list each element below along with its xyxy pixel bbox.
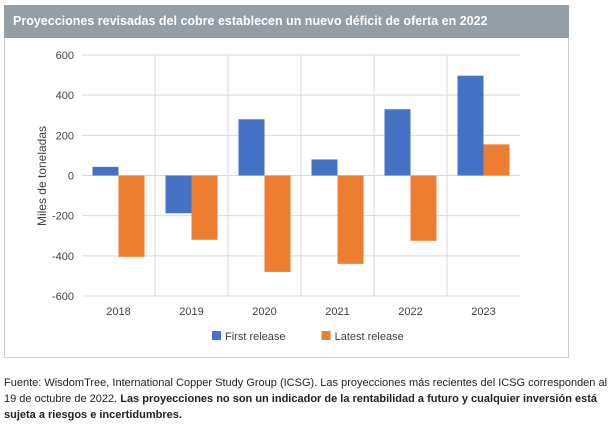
bar-first-release-2018	[92, 166, 119, 176]
footnote-disclaimer: Las proyecciones no son un indicador de …	[4, 393, 597, 421]
footnote-source: Fuente: WisdomTree, International Copper…	[4, 377, 608, 405]
x-axis-ticks: 2018 2019 2020 2021 2022 2023	[106, 306, 495, 318]
y-tick-label: 400	[56, 90, 74, 102]
bar-first-release-2022	[384, 109, 411, 176]
bar-first-release-2023	[457, 75, 484, 176]
bar-latest-release-2023	[483, 144, 510, 176]
bars	[92, 75, 510, 272]
bar-first-release-2019	[165, 175, 192, 214]
legend-swatch	[212, 331, 221, 340]
x-tick-label: 2023	[471, 306, 495, 318]
legend-swatch	[321, 331, 331, 340]
bar-first-release-2021	[311, 159, 338, 176]
y-axis-ticks: 600 400 200 0 -200 -400 -600	[52, 50, 74, 303]
x-tick-label: 2018	[106, 306, 130, 318]
legend-label: First release	[225, 331, 286, 343]
chart-title-bar: Proyecciones revisadas del cobre estable…	[4, 5, 569, 38]
gridlines	[82, 54, 520, 297]
bar-latest-release-2019	[191, 175, 218, 240]
legend-label: Latest release	[335, 331, 404, 343]
chart-title: Proyecciones revisadas del cobre estable…	[13, 14, 488, 28]
legend: First release Latest release	[212, 331, 404, 343]
x-tick-label: 2020	[252, 306, 276, 318]
y-tick-label: 200	[56, 130, 74, 142]
y-tick-label: -400	[52, 251, 74, 263]
y-tick-label: -200	[52, 211, 74, 223]
bar-latest-release-2021	[337, 175, 364, 264]
x-tick-label: 2019	[179, 306, 203, 318]
x-tick-label: 2022	[398, 306, 422, 318]
y-tick-label: -600	[52, 291, 74, 303]
y-axis-label: Miles de toneladas	[35, 126, 49, 226]
y-tick-label: 600	[56, 50, 74, 62]
y-tick-label: 0	[68, 171, 74, 183]
x-tick-label: 2021	[325, 306, 349, 318]
bar-latest-release-2018	[118, 175, 145, 257]
bar-latest-release-2020	[264, 175, 291, 272]
bar-latest-release-2022	[410, 175, 437, 241]
source-footnote: Fuente: WisdomTree, International Copper…	[4, 375, 610, 423]
bar-first-release-2020	[238, 119, 265, 176]
